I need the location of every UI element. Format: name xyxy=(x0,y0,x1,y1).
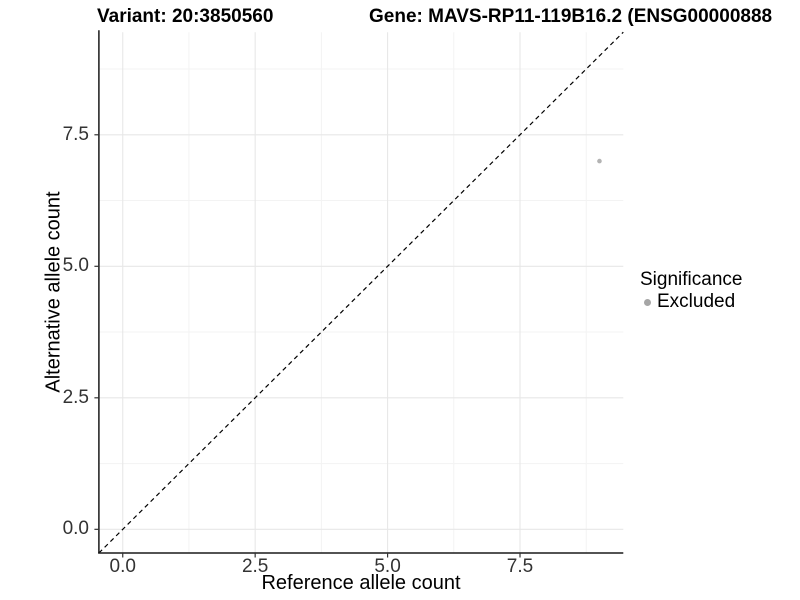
legend-title: Significance xyxy=(640,269,743,290)
x-tick-label: 2.5 xyxy=(241,556,269,577)
variant-title: Variant: 20:3850560 xyxy=(97,6,274,27)
y-tick-label: 2.5 xyxy=(62,386,89,408)
x-axis-title: Reference allele count xyxy=(261,572,461,594)
y-tick-label: 0.0 xyxy=(62,518,89,540)
y-tick-label: 7.5 xyxy=(62,123,89,145)
y-axis-title: Alternative allele count xyxy=(42,191,65,393)
x-tick-label: 5.0 xyxy=(374,556,401,577)
legend: Significance Excluded xyxy=(638,270,742,312)
legend-item-label: Excluded xyxy=(657,291,736,312)
x-tick-label: 0.0 xyxy=(109,556,136,577)
gene-title: Gene: MAVS-RP11-119B16.2 (ENSG00000888 xyxy=(369,6,773,27)
x-tick-label: 7.5 xyxy=(506,556,534,577)
data-point-excluded xyxy=(597,158,602,164)
y-tick-label: 5.0 xyxy=(62,255,89,277)
legend-item-excluded: Excluded xyxy=(644,292,742,312)
identity-dashed-line xyxy=(98,31,624,554)
excluded-point-icon xyxy=(644,298,651,306)
